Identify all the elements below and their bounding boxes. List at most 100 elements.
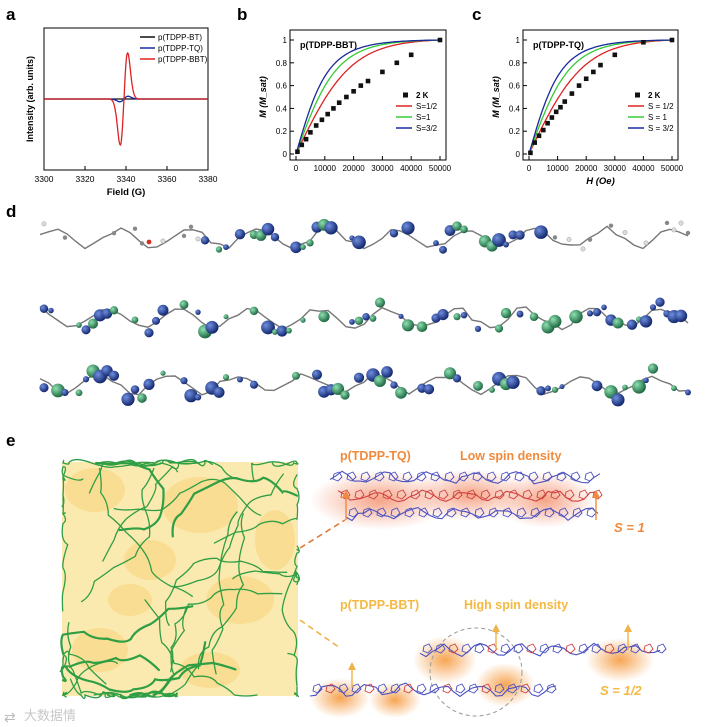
x-tick-label: 3340 [117, 174, 136, 184]
polymer-backbone [337, 489, 597, 503]
ring-unit [516, 507, 527, 518]
data-point [541, 127, 546, 133]
panel-label-d: d [6, 202, 16, 221]
ring-unit [390, 507, 401, 518]
x-tick-label: 50000 [429, 164, 452, 173]
spin-lobe [649, 304, 657, 311]
spin-lobe [586, 310, 594, 317]
polymer-fibre [281, 545, 300, 656]
legend-label: S = 3/2 [648, 124, 674, 133]
ring-unit [422, 643, 433, 654]
ring-unit [572, 507, 583, 518]
carbon-atom [181, 233, 187, 239]
spin-lobe [416, 321, 428, 333]
tq-description: Low spin density [460, 449, 561, 463]
carbon-atom [685, 230, 691, 236]
spin-lobe [61, 388, 69, 397]
ring-unit [656, 643, 667, 654]
ordered-domain [162, 477, 238, 533]
spin-lobe [143, 378, 155, 390]
polymer-fibre [170, 588, 283, 673]
ring-unit [500, 643, 511, 654]
hydrogen-atom [678, 220, 684, 226]
spin-lobe [381, 366, 393, 378]
ring-unit [507, 683, 518, 694]
spin-lobe [398, 313, 404, 319]
ring-unit [374, 471, 385, 482]
ring-unit [430, 471, 441, 482]
data-point [562, 99, 568, 104]
data-point [437, 37, 443, 43]
spin-lobe [460, 311, 468, 319]
fit-curve [528, 39, 672, 155]
spin-lobe [349, 319, 355, 325]
spin-lobe [639, 315, 653, 328]
spin-lobe [390, 381, 398, 389]
ring-unit [404, 507, 415, 518]
panel-label-e: e [6, 431, 15, 450]
ring-unit [382, 489, 393, 500]
ring-unit [528, 471, 539, 482]
spin-lobe [324, 221, 338, 235]
polymer-fibre [65, 641, 207, 693]
plot-frame [289, 29, 447, 161]
carbon-atom [111, 230, 117, 236]
legend-label: S=1/2 [416, 102, 438, 111]
data-point [394, 60, 400, 66]
bbt-description: High spin density [464, 598, 568, 612]
spin-density-row [39, 363, 691, 407]
polymer-fibre [119, 690, 178, 700]
spin-glow [310, 678, 370, 718]
spin-lobe [443, 367, 457, 380]
schematic-panel: p(TDPP-TQ) Low spin density S = 1 p(TDPP… [59, 449, 667, 718]
x-tick-label: 30000 [604, 164, 627, 173]
plot-frame [522, 29, 679, 161]
spin-lobe [39, 383, 49, 393]
polymer-fibre [113, 478, 262, 516]
y-tick-label: 0.6 [509, 82, 521, 91]
ring-unit [536, 489, 547, 500]
spin-lobe [515, 230, 525, 240]
ring-unit [348, 507, 359, 518]
polymer-fibre [102, 458, 198, 562]
hydrogen-atom [622, 230, 628, 235]
ring-unit [377, 683, 388, 694]
ring-unit [514, 471, 525, 482]
spin-lobe [506, 375, 520, 389]
spin-lobe [529, 312, 539, 322]
spin-lobe [152, 316, 160, 325]
spin-lobe [270, 232, 280, 242]
polymer-fibre [80, 467, 155, 603]
oxygen-atom [146, 239, 152, 245]
molecular-backbone [39, 225, 689, 250]
polymer-fibre [171, 476, 299, 538]
data-point [358, 83, 364, 88]
polymer-backbone [419, 642, 661, 658]
ring-unit [526, 643, 537, 654]
data-point [536, 133, 542, 139]
spin-lobe [87, 318, 99, 329]
spin-lobe [500, 307, 512, 319]
spin-lobe [601, 304, 607, 311]
spin-lobe [433, 240, 439, 247]
spin-lobe [137, 393, 147, 403]
ordered-domain [108, 584, 152, 616]
ring-unit [452, 489, 463, 500]
spin-lobe [249, 306, 259, 316]
spin-lobe [234, 229, 246, 240]
polymer-backbone [345, 507, 599, 522]
polymer-fibre [211, 511, 238, 675]
ordered-domain [72, 628, 128, 672]
spin-lobe [591, 380, 603, 392]
bbt-label: p(TDPP-BBT) [340, 598, 419, 612]
data-point [545, 120, 550, 126]
spin-lobe [489, 386, 495, 393]
polymer-fibre [251, 460, 299, 482]
ring-unit [362, 507, 373, 518]
ring-unit [364, 683, 375, 694]
spin-lobe [474, 325, 482, 332]
spin-lobe [179, 300, 189, 310]
ring-unit [556, 471, 567, 482]
x-axis-label: Field (G) [107, 187, 146, 198]
chart-magnetization-bbt: 0 10000 20000 30000 40000 50000 0 0.2 0.4 0.6 0.8 1… [258, 29, 452, 173]
